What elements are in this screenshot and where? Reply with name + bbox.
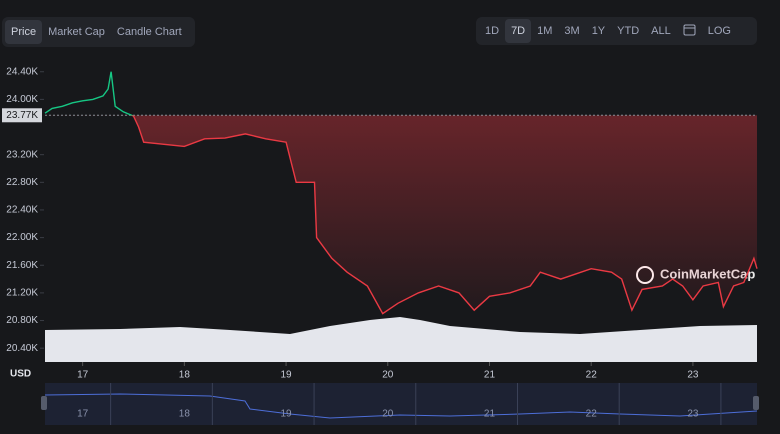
navigator-label: 19 <box>281 409 293 420</box>
range-button[interactable]: 1M <box>537 25 553 37</box>
y-tick-label: 20.80K <box>6 315 38 326</box>
x-tick-label: 18 <box>179 370 191 381</box>
calendar-icon <box>683 24 696 36</box>
range-button[interactable]: 1D <box>485 25 500 37</box>
navigator-line <box>44 393 758 419</box>
navigator-handle[interactable] <box>41 396 47 410</box>
tab-group: Price Market Cap Candle Chart <box>2 17 195 47</box>
navigator-label: 17 <box>77 409 89 420</box>
price-area <box>131 115 757 314</box>
y-tick-label: 22.00K <box>6 232 38 243</box>
y-tick-label: 22.80K <box>6 177 38 188</box>
y-tick-label: 24.40K <box>6 66 38 77</box>
navigator-handle[interactable] <box>753 396 759 410</box>
log-button[interactable]: LOG <box>707 25 731 37</box>
volume-area <box>45 317 757 362</box>
y-tick-label: 22.40K <box>6 205 38 216</box>
navigator <box>45 383 757 425</box>
range-button[interactable]: 3M <box>564 25 580 37</box>
baseline-label: 23.77K <box>6 110 38 121</box>
range-button[interactable]: YTD <box>617 25 640 37</box>
y-tick-label: 21.20K <box>6 288 38 299</box>
x-tick-label: 17 <box>77 370 89 381</box>
y-tick-label: 23.20K <box>6 149 38 160</box>
y-tick-label: 21.60K <box>6 260 38 271</box>
navigator-label: 23 <box>687 409 699 420</box>
range-button[interactable]: 7D <box>505 19 532 43</box>
x-tick-label: 21 <box>484 370 496 381</box>
navigator-label: 21 <box>484 409 496 420</box>
navigator-label: 22 <box>586 409 598 420</box>
range-group: 1D 7D 1M 3M 1Y YTD ALL LOG <box>476 17 757 45</box>
range-button[interactable]: ALL <box>651 25 671 37</box>
navigator-label: 18 <box>179 409 191 420</box>
navigator-label: 20 <box>382 409 394 420</box>
x-tick-label: 19 <box>281 370 293 381</box>
price-line <box>44 71 758 315</box>
tab[interactable]: Market Cap <box>48 26 105 38</box>
tab[interactable]: Candle Chart <box>116 26 182 38</box>
calendar-button[interactable] <box>677 19 702 43</box>
range-button[interactable]: 1Y <box>591 25 606 37</box>
x-tick-label: 20 <box>382 370 394 381</box>
x-tick-label: 22 <box>586 370 598 381</box>
y-tick-label: 24.00K <box>6 94 38 105</box>
baseline-label-box <box>2 108 42 123</box>
tab[interactable]: Price <box>5 20 43 44</box>
currency-label: USD <box>10 369 31 380</box>
x-tick-label: 23 <box>687 370 699 381</box>
y-tick-label: 20.40K <box>6 343 38 354</box>
